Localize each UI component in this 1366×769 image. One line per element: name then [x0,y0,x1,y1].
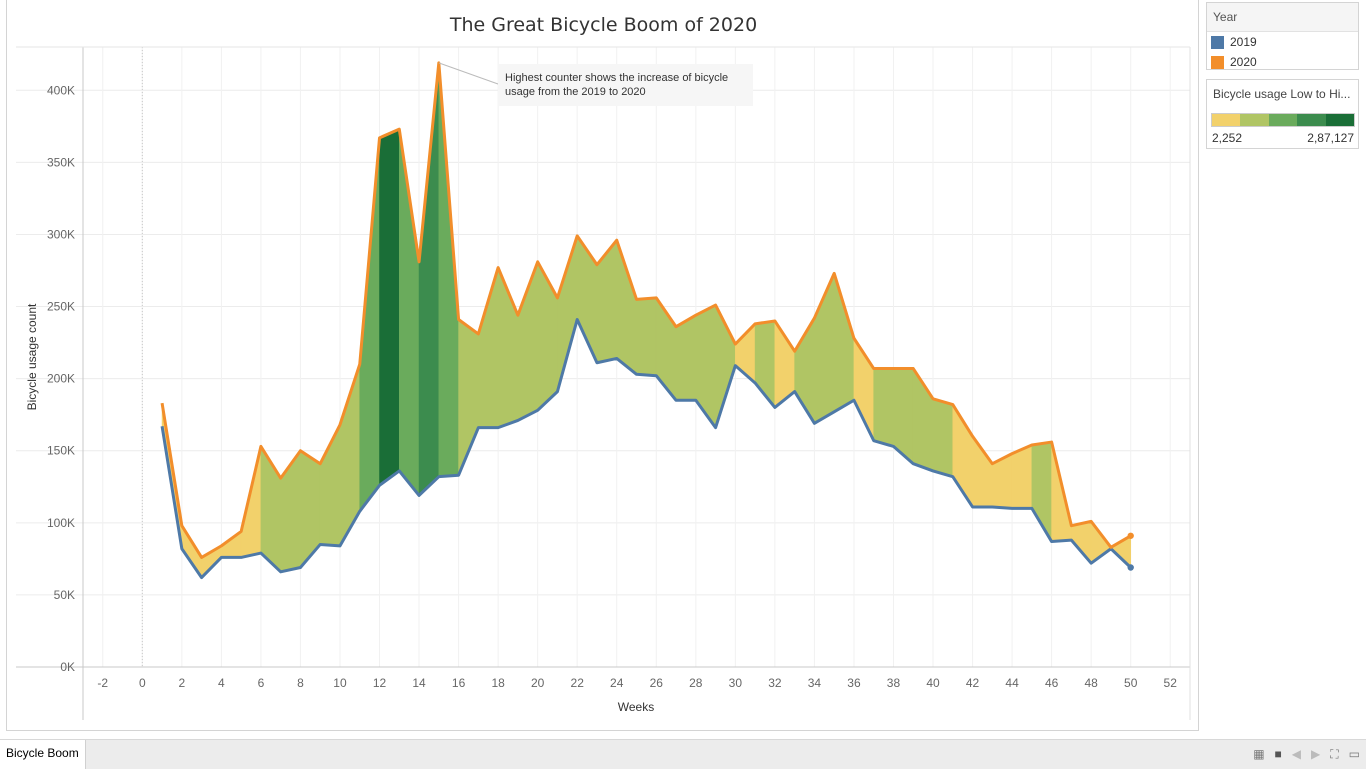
band-segment[interactable] [972,435,993,508]
x-tick-label: 22 [571,676,585,690]
band-segment[interactable] [596,239,618,364]
x-tick-label: 48 [1084,676,1098,690]
legend-item-2020[interactable]: 2020 [1207,52,1358,72]
x-tick-label: 52 [1164,676,1178,690]
band-segment[interactable] [675,314,697,401]
x-tick-label: 6 [258,676,265,690]
x-tick-label: 2 [178,676,185,690]
series-end-point-2019[interactable] [1127,564,1134,571]
x-tick-label: 50 [1124,676,1138,690]
color-ramp [1211,113,1355,127]
color-ramp-step [1325,114,1355,126]
x-tick-label: 44 [1005,676,1019,690]
presentation-icon[interactable]: ▭ [1348,747,1360,761]
band-segment[interactable] [260,445,281,573]
band-segment[interactable] [695,304,716,429]
series-end-point-2020[interactable] [1127,532,1134,539]
band-segment[interactable] [398,129,420,497]
year-legend[interactable]: Year 2019 2020 [1206,2,1359,70]
band-segment[interactable] [1011,444,1033,509]
x-tick-label: 14 [412,676,426,690]
band-segment[interactable] [537,261,558,412]
single-view-icon[interactable]: ■ [1274,747,1282,761]
annotation-leader [438,62,499,85]
y-tick-label: 350K [47,155,75,169]
x-tick-label: 18 [491,676,505,690]
band-segment[interactable] [280,449,301,573]
chart-title: The Great Bicycle Boom of 2020 [449,14,758,36]
next-sheet-icon[interactable]: ▶ [1311,747,1321,761]
band-segment[interactable] [478,267,499,428]
legend-swatch-2020 [1211,55,1224,69]
color-legend-title: Bicycle usage Low to Hi... [1213,87,1351,101]
legend-swatch-2019 [1211,35,1224,49]
y-tick-label: 150K [47,444,75,458]
prev-sheet-icon[interactable]: ◀ [1291,747,1302,761]
x-tick-label: 36 [847,676,861,690]
x-tick-label: 32 [768,676,782,690]
x-tick-label: 42 [966,676,980,690]
x-tick-label: 38 [887,676,901,690]
y-tick-label: 0K [60,660,75,674]
color-legend[interactable]: Bicycle usage Low to Hi... 2,252 2,87,12… [1206,79,1359,149]
y-axis-label: Bicycle usage count [25,303,39,410]
x-tick-label: 30 [729,676,743,690]
x-tick-label: 8 [297,676,304,690]
x-tick-label: 34 [808,676,822,690]
band-segment[interactable] [636,297,657,377]
year-legend-title: Year [1207,3,1358,32]
color-legend-min: 2,252 [1212,131,1243,145]
x-tick-label: 4 [218,676,225,690]
x-tick-label: 12 [373,676,387,690]
x-axis-label: Weeks [618,700,654,714]
chart-view: The Great Bicycle Boom of 2020 [6,0,1199,731]
y-tick-label: 400K [47,83,75,97]
color-ramp-step [1212,114,1241,126]
series-line-2020[interactable] [160,61,1132,559]
x-tick-label: 28 [689,676,703,690]
legend-item-2019[interactable]: 2019 [1207,32,1358,52]
y-tick-label: 300K [47,227,75,241]
color-ramp-step [1240,114,1269,126]
y-tick-label: 50K [54,588,75,602]
x-tick-label: 16 [452,676,466,690]
color-legend-max: 2,87,127 [1307,131,1354,145]
x-tick-label: 0 [139,676,146,690]
sheet-tab-bar: Bicycle Boom ▦ ■ ◀ ▶ ⛶ ▭ [0,739,1366,769]
series-line-2019[interactable] [160,318,1132,580]
annotation-box [498,64,753,106]
y-tick-label: 100K [47,516,75,530]
annotation-text: usage from the 2019 to 2020 [505,86,646,98]
color-ramp-step [1297,114,1326,126]
x-tick-label: 24 [610,676,624,690]
chart-svg[interactable]: Highest counter shows the increase of bi… [0,0,1200,735]
x-tick-label: 20 [531,676,545,690]
x-tick-label: 26 [650,676,664,690]
band-segment[interactable] [418,62,440,497]
x-tick-label: 10 [333,676,347,690]
band-segment[interactable] [873,368,894,447]
band-segment[interactable] [379,128,400,486]
legend-label-2019: 2019 [1230,35,1257,49]
tab-bicycle-boom[interactable]: Bicycle Boom [0,740,86,769]
x-tick-label: 40 [926,676,940,690]
x-tick-label: 46 [1045,676,1059,690]
band-segment[interactable] [557,235,578,392]
band-segment[interactable] [833,273,855,413]
annotation-text: Highest counter shows the increase of bi… [505,72,728,84]
band-segment[interactable] [616,240,637,375]
legend-label-2020: 2020 [1230,55,1257,69]
grid-view-icon[interactable]: ▦ [1253,747,1265,761]
fullscreen-icon[interactable]: ⛶ [1330,747,1339,761]
y-tick-label: 250K [47,300,75,314]
tab-bar-controls: ▦ ■ ◀ ▶ ⛶ ▭ [1253,748,1360,760]
color-ramp-step [1268,114,1298,126]
band-segment[interactable] [932,398,954,478]
y-tick-label: 200K [47,372,75,386]
x-tick-label: -2 [97,676,108,690]
